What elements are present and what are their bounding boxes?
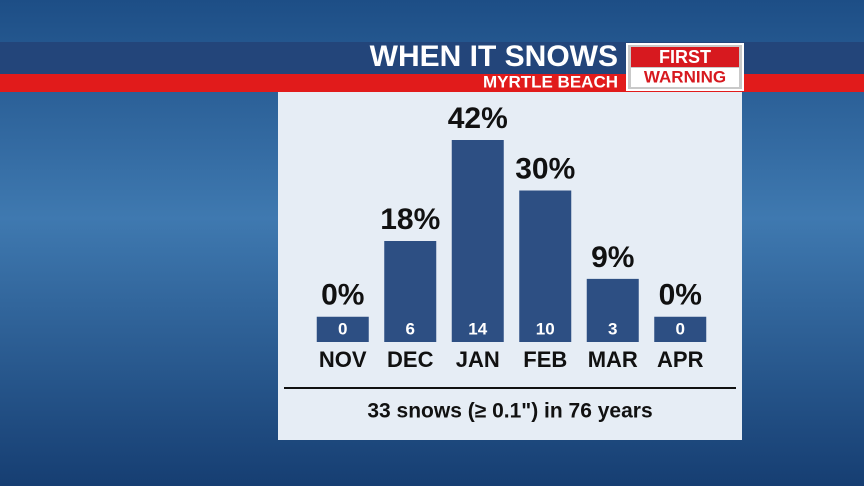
x-tick-label: MAR (588, 347, 638, 372)
badge-text: WARNING (644, 67, 726, 86)
badge-text: FIRST (659, 47, 711, 67)
value-label: 30% (515, 152, 575, 185)
bar (384, 241, 437, 342)
x-tick-label: JAN (456, 347, 500, 372)
bar (451, 140, 504, 342)
value-label: 42% (448, 102, 508, 135)
value-label: 0% (659, 279, 702, 312)
bar (316, 316, 369, 342)
value-label: 18% (380, 203, 440, 236)
panel (278, 92, 742, 440)
bar (586, 278, 639, 342)
bar (519, 190, 572, 342)
x-tick-label: NOV (319, 347, 367, 372)
count-label: 0 (338, 319, 347, 338)
count-label: 6 (406, 319, 415, 338)
footnote: 33 snows (≥ 0.1") in 76 years (367, 400, 652, 423)
count-label: 3 (608, 319, 617, 338)
count-label: 0 (676, 319, 685, 338)
count-label: 14 (468, 319, 487, 338)
count-label: 10 (536, 319, 555, 338)
x-tick-label: DEC (387, 347, 434, 372)
x-tick-label: FEB (523, 347, 567, 372)
x-tick-label: APR (657, 347, 704, 372)
value-label: 0% (321, 279, 364, 312)
chart-subtitle: MYRTLE BEACH (483, 72, 618, 91)
badge-top (631, 47, 739, 67)
badge-bottom (631, 68, 739, 87)
chart-title: WHEN IT SNOWS (370, 40, 618, 73)
bar (654, 316, 707, 342)
value-label: 9% (591, 241, 634, 274)
